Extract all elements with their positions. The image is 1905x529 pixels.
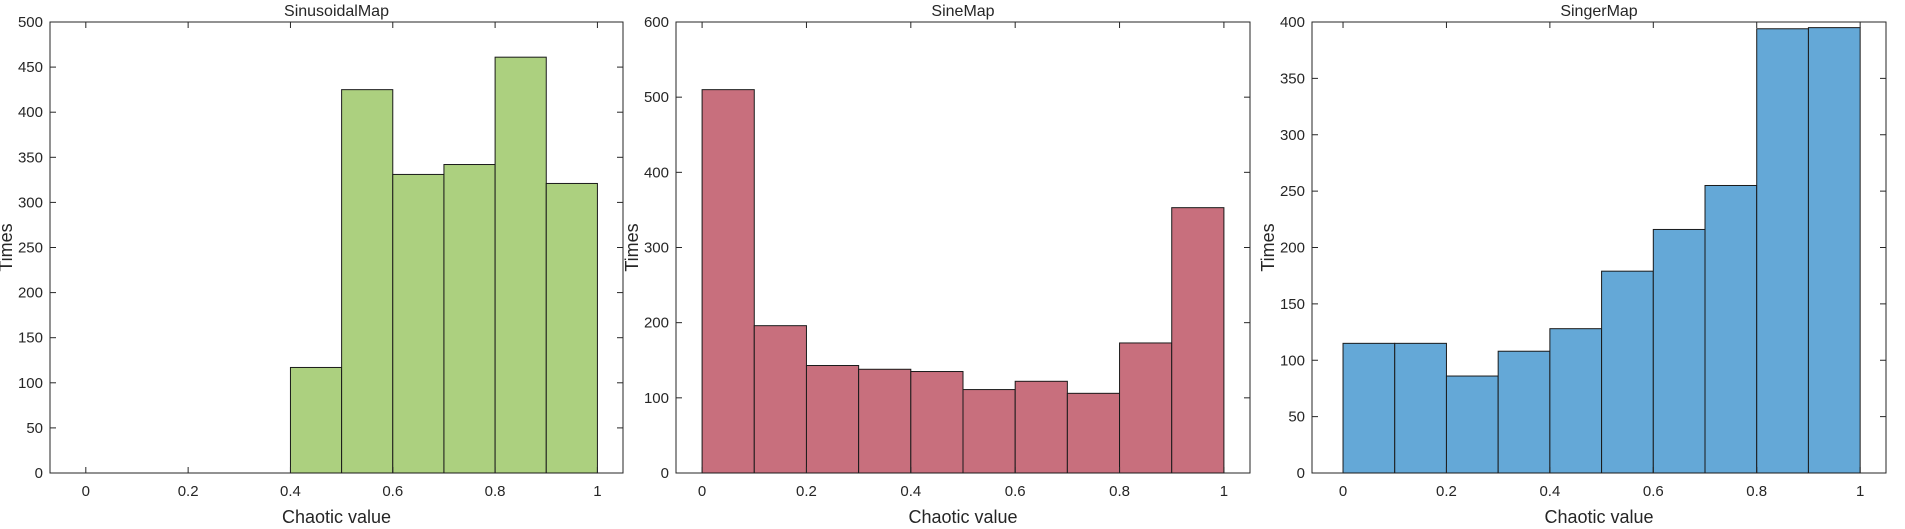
y-tick-label: 200 <box>644 315 669 332</box>
y-axis-label: Times <box>0 223 16 271</box>
histogram-bar <box>443 164 496 474</box>
histogram-bar <box>910 371 964 474</box>
x-tick-label: 0.8 <box>1746 483 1767 500</box>
x-axis-label: Chaotic value <box>1544 507 1653 527</box>
x-tick-label: 1 <box>1220 483 1228 500</box>
y-tick-label: 200 <box>1280 240 1305 257</box>
y-tick-label: 0 <box>35 465 43 482</box>
x-tick-label: 0.2 <box>1436 483 1457 500</box>
y-tick-label: 200 <box>18 285 43 302</box>
histogram-bar <box>545 182 598 474</box>
chart-title: SinusoidalMap <box>284 3 389 20</box>
y-tick-label: 50 <box>1288 409 1305 426</box>
chart-panel-3: 0 50 100 150 200 250 300 350 400 0 0.2 0.4 0.6 0.8 1 Si… <box>1258 3 1887 527</box>
x-tick-label: 0.2 <box>178 483 199 500</box>
histogram-bar <box>858 368 912 474</box>
x-tick-label: 0.4 <box>1539 483 1560 500</box>
x-tick-label: 0.8 <box>1109 483 1130 500</box>
y-tick-label: 250 <box>1280 183 1305 200</box>
x-axis-label: Chaotic value <box>282 507 391 527</box>
y-tick-label: 400 <box>1280 14 1305 31</box>
y-axis-label: Times <box>1258 223 1278 271</box>
x-tick-label: 0 <box>82 483 90 500</box>
y-tick-label: 0 <box>661 465 669 482</box>
histogram-bar <box>341 89 394 474</box>
chart-panel-2: 0 100 200 300 400 500 600 0 0.2 0.4 0.6 0.8 1 SineMap… <box>622 3 1251 527</box>
histogram-bar <box>1014 380 1068 474</box>
x-tick-label: 0 <box>698 483 706 500</box>
y-tick-label: 100 <box>18 375 43 392</box>
y-axis-label: Times <box>622 223 642 271</box>
histogram-bar <box>1445 375 1499 474</box>
y-tick-label: 350 <box>1280 70 1305 87</box>
y-tick-label: 350 <box>18 149 43 166</box>
histogram-bar <box>1549 328 1603 474</box>
x-tick-label: 0.4 <box>280 483 301 500</box>
y-tick-label: 300 <box>644 240 669 257</box>
histogram-bar <box>1601 270 1654 474</box>
y-tick-label: 100 <box>644 390 669 407</box>
histogram-bar <box>1704 184 1758 474</box>
x-axis-label: Chaotic value <box>908 507 1017 527</box>
y-tick-label: 600 <box>644 14 669 31</box>
x-tick-label: 0.8 <box>485 483 506 500</box>
y-tick-label: 300 <box>18 194 43 211</box>
y-tick-label: 150 <box>18 330 43 347</box>
histogram-bar <box>1342 342 1396 474</box>
x-tick-label: 0.6 <box>382 483 403 500</box>
y-tick-label: 450 <box>18 59 43 76</box>
histogram-bar <box>962 389 1016 474</box>
histogram-bar <box>805 365 860 474</box>
chart-title: SineMap <box>931 3 994 20</box>
y-tick-label: 400 <box>18 104 43 121</box>
histogram-bar <box>701 89 755 474</box>
histogram-bar <box>1807 27 1861 474</box>
y-tick-label: 150 <box>1280 296 1305 313</box>
histogram-bar <box>1652 228 1706 474</box>
y-tick-label: 400 <box>644 164 669 181</box>
y-tick-label: 500 <box>18 14 43 31</box>
histogram-bar <box>1497 350 1551 474</box>
histogram-bar <box>494 56 547 474</box>
x-tick-label: 0.4 <box>900 483 921 500</box>
x-tick-label: 0.6 <box>1005 483 1026 500</box>
y-tick-label: 100 <box>1280 352 1305 369</box>
x-tick-label: 0 <box>1339 483 1347 500</box>
y-tick-label: 500 <box>644 89 669 106</box>
y-tick-label: 250 <box>18 240 43 257</box>
histogram-bar <box>392 173 445 474</box>
histogram-bar <box>1756 28 1809 474</box>
histogram-bar <box>1171 207 1225 474</box>
y-tick-label: 300 <box>1280 127 1305 144</box>
histogram-bar <box>1119 342 1173 474</box>
x-tick-label: 1 <box>593 483 601 500</box>
x-tick-label: 0.6 <box>1643 483 1664 500</box>
y-tick-label: 50 <box>26 420 43 437</box>
histogram-bar <box>1394 342 1447 474</box>
histogram-bar <box>1066 392 1121 474</box>
x-tick-label: 0.2 <box>796 483 817 500</box>
y-tick-label: 0 <box>1297 465 1305 482</box>
chart-title: SingerMap <box>1560 3 1637 20</box>
x-tick-label: 1 <box>1856 483 1864 500</box>
histogram-bar <box>753 325 807 474</box>
histogram-bar <box>289 366 343 474</box>
chart-panel-1: 0 50 100 150 200 250 300 350 400 450 500 0 0.2 0.4 0.6… <box>0 3 624 527</box>
